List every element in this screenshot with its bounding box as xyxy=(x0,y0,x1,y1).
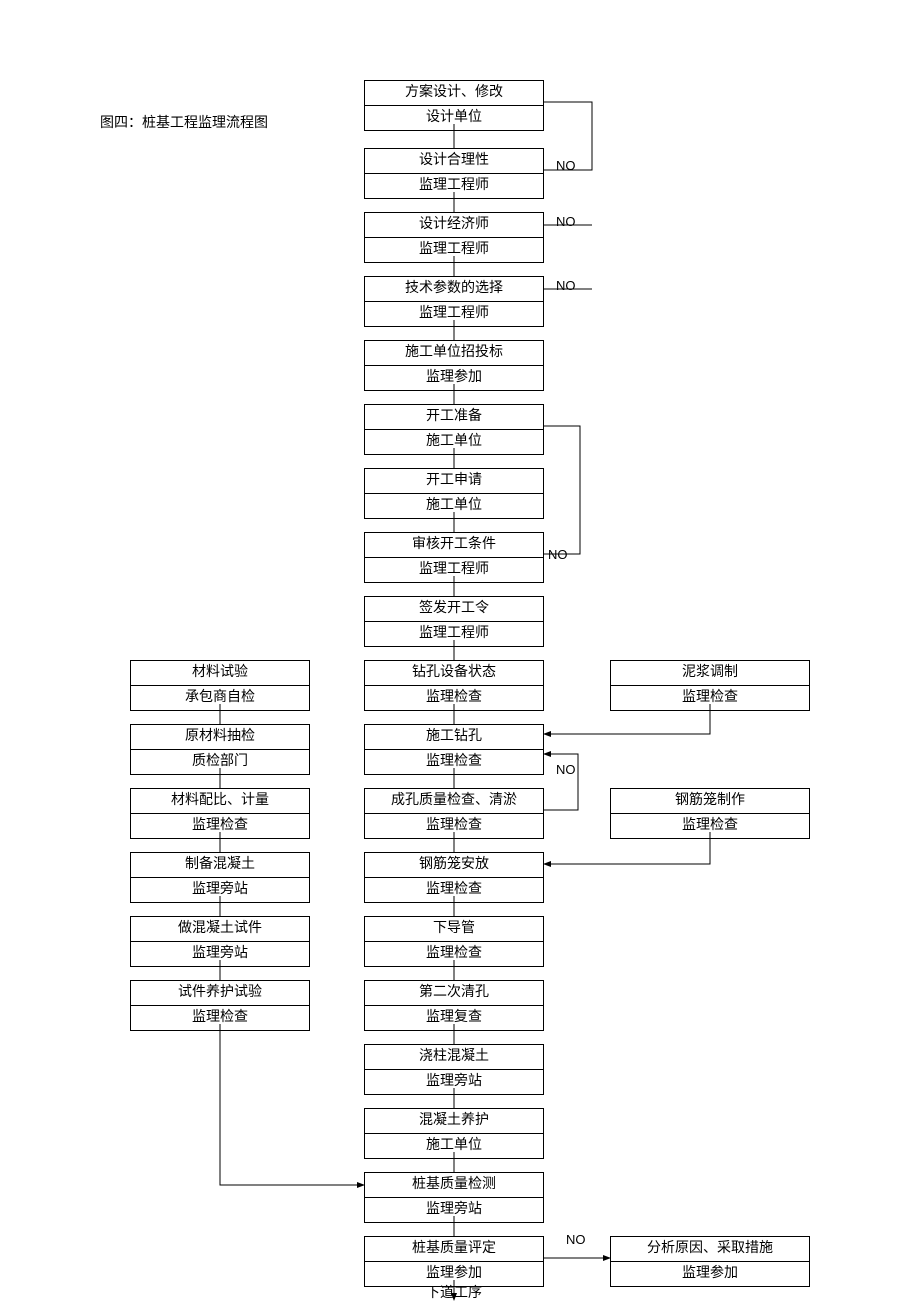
flow-node-l2: 原材料抽检质检部门 xyxy=(130,724,310,775)
edge-label-no-3: NO xyxy=(548,547,568,562)
edge-label-no-0: NO xyxy=(556,158,576,173)
edge-label-no-2: NO xyxy=(556,278,576,293)
flow-node-n18: 桩基质量检测监理旁站 xyxy=(364,1172,544,1223)
node-top: 第二次清孔 xyxy=(365,981,543,1006)
node-bottom: 监理工程师 xyxy=(365,558,543,582)
node-top: 泥浆调制 xyxy=(611,661,809,686)
node-top: 试件养护试验 xyxy=(131,981,309,1006)
flow-node-n5: 施工单位招投标监理参加 xyxy=(364,340,544,391)
node-top: 审核开工条件 xyxy=(365,533,543,558)
flow-node-r2: 钢筋笼制作监理检查 xyxy=(610,788,810,839)
node-top: 签发开工令 xyxy=(365,597,543,622)
flow-node-n8: 审核开工条件监理工程师 xyxy=(364,532,544,583)
node-top: 钢筋笼安放 xyxy=(365,853,543,878)
node-top: 设计经济师 xyxy=(365,213,543,238)
node-bottom: 监理检查 xyxy=(365,750,543,774)
node-top: 混凝土养护 xyxy=(365,1109,543,1134)
flow-node-r3: 分析原因、采取措施监理参加 xyxy=(610,1236,810,1287)
flow-node-n15: 第二次清孔监理复查 xyxy=(364,980,544,1031)
node-bottom: 监理参加 xyxy=(611,1262,809,1286)
flow-node-r1: 泥浆调制监理检查 xyxy=(610,660,810,711)
flow-node-n16: 浇柱混凝土监理旁站 xyxy=(364,1044,544,1095)
node-bottom: 监理检查 xyxy=(365,942,543,966)
node-top: 方案设计、修改 xyxy=(365,81,543,106)
flow-node-l5: 做混凝土试件监理旁站 xyxy=(130,916,310,967)
flow-node-n3: 设计经济师监理工程师 xyxy=(364,212,544,263)
node-bottom: 监理工程师 xyxy=(365,238,543,262)
node-bottom: 监理检查 xyxy=(365,814,543,838)
flow-node-l6: 试件养护试验监理检查 xyxy=(130,980,310,1031)
node-top: 桩基质量检测 xyxy=(365,1173,543,1198)
node-top: 制备混凝土 xyxy=(131,853,309,878)
node-bottom: 监理检查 xyxy=(365,686,543,710)
node-top: 浇柱混凝土 xyxy=(365,1045,543,1070)
flow-node-l1: 材料试验承包商自检 xyxy=(130,660,310,711)
flow-node-n17: 混凝土养护施工单位 xyxy=(364,1108,544,1159)
flow-node-n13: 钢筋笼安放监理检查 xyxy=(364,852,544,903)
flow-node-l3: 材料配比、计量监理检查 xyxy=(130,788,310,839)
node-bottom: 施工单位 xyxy=(365,430,543,454)
node-top: 原材料抽检 xyxy=(131,725,309,750)
node-top: 开工准备 xyxy=(365,405,543,430)
node-bottom: 施工单位 xyxy=(365,494,543,518)
node-top: 做混凝土试件 xyxy=(131,917,309,942)
flow-node-n7: 开工申请施工单位 xyxy=(364,468,544,519)
flow-node-n6: 开工准备施工单位 xyxy=(364,404,544,455)
node-top: 施工单位招投标 xyxy=(365,341,543,366)
node-top: 桩基质量评定 xyxy=(365,1237,543,1262)
edge-label-no-1: NO xyxy=(556,214,576,229)
node-bottom: 监理检查 xyxy=(131,814,309,838)
node-bottom: 监理检查 xyxy=(611,814,809,838)
node-bottom: 设计单位 xyxy=(365,106,543,130)
flow-node-n1: 方案设计、修改设计单位 xyxy=(364,80,544,131)
diagram-title: 图四：桩基工程监理流程图 xyxy=(100,112,268,132)
node-top: 下导管 xyxy=(365,917,543,942)
node-bottom: 监理参加 xyxy=(365,366,543,390)
node-bottom: 监理旁站 xyxy=(131,878,309,902)
final-step-label: 下道工序 xyxy=(420,1282,488,1302)
node-top: 钻孔设备状态 xyxy=(365,661,543,686)
node-bottom: 监理检查 xyxy=(365,878,543,902)
node-bottom: 监理工程师 xyxy=(365,174,543,198)
flow-node-n9: 签发开工令监理工程师 xyxy=(364,596,544,647)
node-top: 技术参数的选择 xyxy=(365,277,543,302)
flow-node-l4: 制备混凝土监理旁站 xyxy=(130,852,310,903)
node-bottom: 监理检查 xyxy=(131,1006,309,1030)
node-bottom: 监理旁站 xyxy=(365,1070,543,1094)
node-bottom: 监理旁站 xyxy=(365,1198,543,1222)
flow-node-n14: 下导管监理检查 xyxy=(364,916,544,967)
node-top: 开工申请 xyxy=(365,469,543,494)
flow-node-n10: 钻孔设备状态监理检查 xyxy=(364,660,544,711)
node-top: 施工钻孔 xyxy=(365,725,543,750)
edge-label-no-4: NO xyxy=(556,762,576,777)
node-top: 设计合理性 xyxy=(365,149,543,174)
node-bottom: 监理检查 xyxy=(611,686,809,710)
node-top: 成孔质量检查、清淤 xyxy=(365,789,543,814)
node-bottom: 监理复查 xyxy=(365,1006,543,1030)
node-bottom: 质检部门 xyxy=(131,750,309,774)
node-top: 材料配比、计量 xyxy=(131,789,309,814)
flow-node-n12: 成孔质量检查、清淤监理检查 xyxy=(364,788,544,839)
edge-label-no-5: NO xyxy=(566,1232,586,1247)
node-bottom: 施工单位 xyxy=(365,1134,543,1158)
node-bottom: 监理旁站 xyxy=(131,942,309,966)
flow-node-n19: 桩基质量评定监理参加 xyxy=(364,1236,544,1287)
node-top: 钢筋笼制作 xyxy=(611,789,809,814)
node-bottom: 监理工程师 xyxy=(365,622,543,646)
node-top: 分析原因、采取措施 xyxy=(611,1237,809,1262)
node-bottom: 承包商自检 xyxy=(131,686,309,710)
flow-node-n11: 施工钻孔监理检查 xyxy=(364,724,544,775)
flow-node-n4: 技术参数的选择监理工程师 xyxy=(364,276,544,327)
node-bottom: 监理工程师 xyxy=(365,302,543,326)
node-top: 材料试验 xyxy=(131,661,309,686)
flow-node-n2: 设计合理性监理工程师 xyxy=(364,148,544,199)
